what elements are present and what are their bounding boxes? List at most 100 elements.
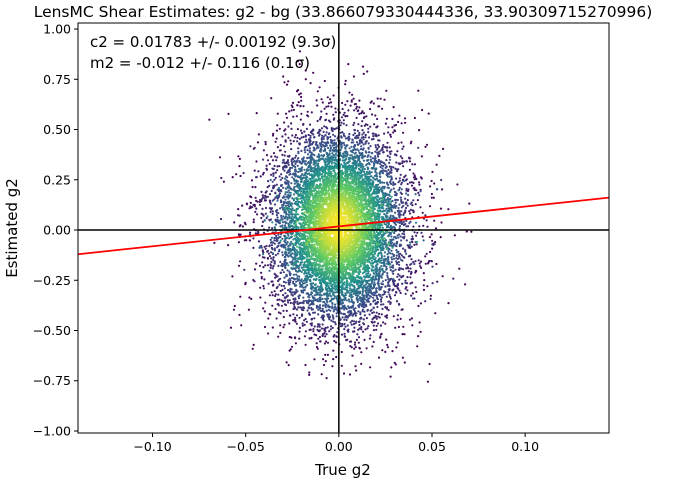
scatter-point xyxy=(389,295,392,298)
scatter-point xyxy=(375,274,378,277)
scatter-point xyxy=(342,372,346,375)
scatter-point xyxy=(300,180,303,183)
scatter-point xyxy=(362,284,365,287)
scatter-point xyxy=(398,233,401,236)
scatter-point xyxy=(313,272,316,275)
scatter-point xyxy=(410,245,413,248)
scatter-point xyxy=(287,289,290,292)
scatter-point xyxy=(410,184,414,187)
scatter-point xyxy=(380,282,383,285)
scatter-point xyxy=(333,308,336,311)
scatter-point xyxy=(336,137,339,140)
scatter-point xyxy=(289,142,293,145)
scatter-point xyxy=(311,274,314,277)
scatter-point xyxy=(300,132,304,135)
scatter-point xyxy=(334,305,337,309)
scatter-point xyxy=(425,143,429,146)
scatter-point xyxy=(284,261,287,264)
scatter-point xyxy=(323,79,326,83)
scatter-point xyxy=(416,199,419,202)
scatter-point xyxy=(398,267,401,270)
scatter-point xyxy=(361,65,365,68)
scatter-point xyxy=(415,177,418,181)
scatter-point xyxy=(384,245,387,248)
scatter-point xyxy=(406,289,409,292)
scatter-point xyxy=(447,302,450,305)
scatter-point xyxy=(299,192,302,195)
scatter-point xyxy=(408,318,412,321)
scatter-point xyxy=(282,75,285,78)
scatter-point xyxy=(372,311,375,314)
scatter-point xyxy=(385,295,388,298)
scatter-point xyxy=(340,163,343,166)
scatter-point xyxy=(321,297,324,301)
scatter-point xyxy=(292,264,295,267)
scatter-point xyxy=(288,277,291,280)
scatter-point xyxy=(264,264,267,267)
scatter-point xyxy=(301,324,304,327)
scatter-point xyxy=(273,178,276,181)
scatter-point xyxy=(332,94,335,97)
scatter-point xyxy=(282,186,285,189)
scatter-point xyxy=(365,273,368,276)
scatter-point xyxy=(394,201,397,204)
scatter-point xyxy=(391,117,394,121)
scatter-point xyxy=(431,282,434,285)
scatter-point xyxy=(468,202,471,205)
scatter-point xyxy=(293,262,296,265)
scatter-point xyxy=(395,242,398,245)
scatter-point xyxy=(420,231,423,234)
scatter-point xyxy=(419,176,422,179)
scatter-point xyxy=(351,319,354,322)
scatter-point xyxy=(352,308,355,311)
scatter-point xyxy=(353,109,356,112)
scatter-point xyxy=(388,300,391,303)
scatter-point xyxy=(358,302,361,306)
scatter-point xyxy=(396,318,399,321)
scatter-point xyxy=(384,145,387,149)
scatter-point xyxy=(418,321,421,324)
scatter-point xyxy=(280,214,283,217)
scatter-point xyxy=(339,318,342,321)
scatter-point xyxy=(343,111,346,114)
scatter-point xyxy=(367,325,370,328)
scatter-point xyxy=(280,190,283,193)
scatter-point xyxy=(283,81,286,84)
scatter-point xyxy=(273,247,276,250)
scatter-point xyxy=(431,243,434,246)
scatter-point xyxy=(268,184,271,187)
scatter-point xyxy=(354,314,357,317)
scatter-point xyxy=(364,140,367,143)
scatter-point xyxy=(304,343,307,346)
scatter-point xyxy=(269,266,272,269)
scatter-point xyxy=(314,159,318,162)
scatter-point xyxy=(395,300,399,303)
scatter-point xyxy=(314,283,317,286)
scatter-point xyxy=(379,335,382,338)
scatter-point xyxy=(294,297,297,300)
scatter-point xyxy=(329,144,332,147)
scatter-point xyxy=(344,292,347,295)
scatter-point xyxy=(383,213,386,216)
scatter-point xyxy=(318,323,321,326)
scatter-point xyxy=(362,148,365,151)
scatter-point xyxy=(391,252,394,255)
scatter-point xyxy=(350,288,354,291)
scatter-point xyxy=(380,206,383,209)
scatter-point xyxy=(278,127,281,130)
scatter-point xyxy=(287,279,290,282)
scatter-point xyxy=(279,207,282,210)
scatter-point xyxy=(352,75,355,78)
scatter-point xyxy=(296,191,299,194)
scatter-point xyxy=(353,103,356,106)
scatter-point xyxy=(406,199,409,202)
scatter-point xyxy=(269,264,273,267)
scatter-point xyxy=(355,116,358,119)
scatter-point xyxy=(380,313,383,316)
scatter-point xyxy=(359,166,362,169)
scatter-point xyxy=(389,133,392,136)
scatter-point xyxy=(379,165,382,169)
scatter-point xyxy=(275,214,278,217)
scatter-point xyxy=(288,270,291,273)
scatter-point xyxy=(348,295,351,298)
